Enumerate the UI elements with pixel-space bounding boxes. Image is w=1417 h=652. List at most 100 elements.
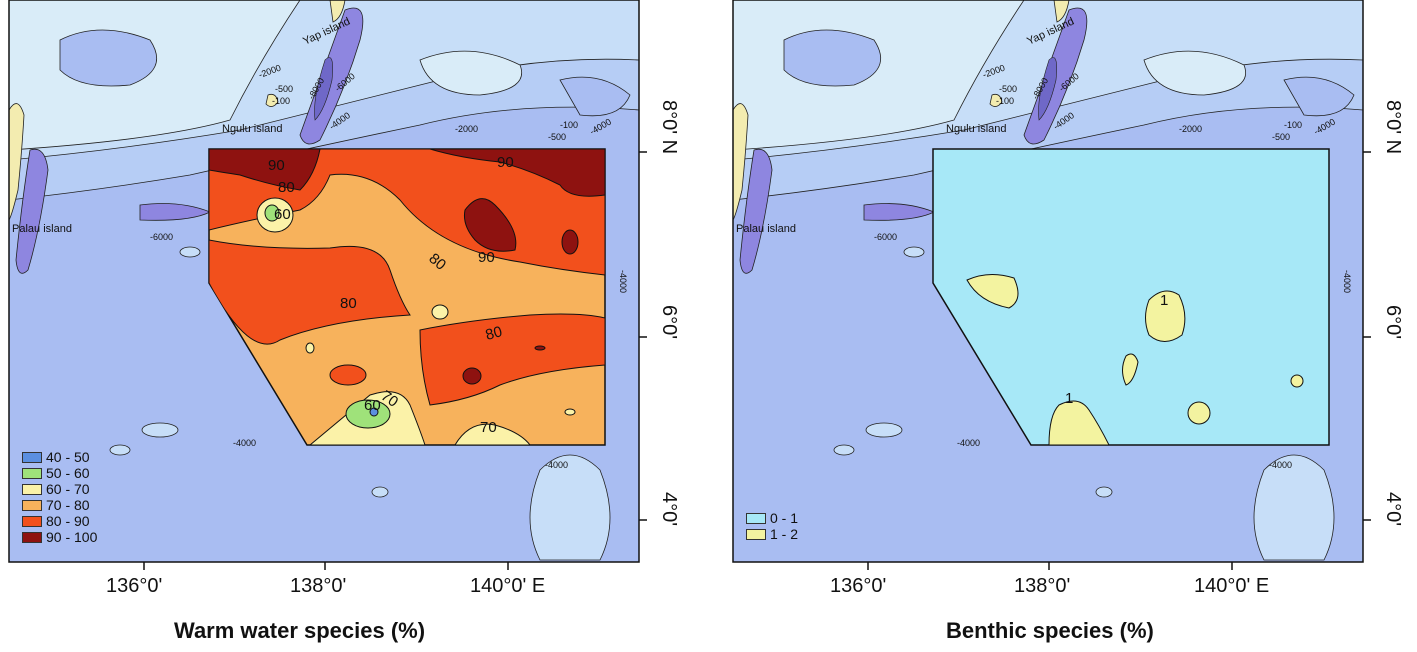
- panel-benthic: Yap island Ngulu island Palau island -20…: [724, 0, 1417, 652]
- yap-trench-deep: [1038, 57, 1057, 121]
- contour-label: 80: [484, 323, 505, 344]
- contour-label: 1: [1160, 292, 1168, 309]
- ngulu-island-land: [265, 93, 279, 107]
- place-label-palau: Palau island: [736, 223, 796, 235]
- legend-warm-water: 40 - 50 50 - 60 60 - 70 70 - 80 80 - 90 …: [22, 449, 97, 545]
- seamount: [865, 422, 903, 438]
- bathymetry-patch: [1143, 50, 1246, 96]
- contour-label: 60: [274, 206, 291, 223]
- legend-label: 40 - 50: [46, 449, 90, 465]
- legend-item: 70 - 80: [22, 497, 97, 513]
- depth-label: -6000: [150, 232, 173, 242]
- y-tick-label: 8°0' N: [1382, 100, 1404, 155]
- panel-warm-water: Yap island Ngulu island Palau island -20…: [0, 0, 700, 652]
- contour-label: 90: [268, 157, 285, 174]
- contour-label: 90: [478, 249, 495, 266]
- legend-benthic: 0 - 1 1 - 2: [746, 510, 798, 542]
- warm-water-contour-area: 90 80 60 90 80 90 80 80 70 60 70: [208, 148, 606, 446]
- benthic-contour-area: 1 1: [932, 148, 1330, 446]
- legend-swatch: [22, 451, 42, 463]
- legend-item: 80 - 90: [22, 513, 97, 529]
- panel-caption: Benthic species (%): [946, 618, 1154, 643]
- depth-label: -2000: [1179, 124, 1202, 134]
- bathymetry-patch: [783, 29, 882, 87]
- seamount: [903, 246, 925, 258]
- x-tick-label: 140°0' E: [470, 575, 546, 597]
- depth-label: -4000: [233, 438, 256, 448]
- y-tick-label: 4°0': [658, 492, 680, 527]
- y-tick-label: 6°0': [658, 305, 680, 340]
- legend-item: 90 - 100: [22, 529, 97, 545]
- palau-trench: [15, 148, 49, 274]
- legend-item: 1 - 2: [746, 526, 798, 542]
- legend-label: 90 - 100: [46, 529, 98, 545]
- x-tick-label: 138°0': [290, 575, 347, 597]
- contour-label: 60: [364, 397, 381, 414]
- depth-label: -4000: [618, 270, 628, 293]
- seamount: [371, 486, 389, 498]
- depth-label: -100: [1284, 120, 1302, 130]
- depth-label: -500: [548, 132, 566, 142]
- bathymetry-patch: [419, 50, 522, 96]
- legend-swatch: [22, 467, 42, 479]
- bathymetry-patch: [559, 76, 631, 117]
- bathymetry-patch: [1283, 76, 1355, 117]
- seamount: [833, 444, 855, 456]
- palau-trench: [739, 148, 773, 274]
- depth-label: -4000: [957, 438, 980, 448]
- place-label-ngulu: Ngulu island: [222, 123, 283, 135]
- shelf-band: [1253, 454, 1335, 561]
- legend-swatch: [746, 528, 766, 540]
- seamount: [179, 246, 201, 258]
- legend-item: 60 - 70: [22, 481, 97, 497]
- depth-label: -100: [560, 120, 578, 130]
- depth-label: -4000: [545, 460, 568, 470]
- map-frame: [8, 0, 640, 563]
- yap-trench-deep: [314, 57, 333, 121]
- legend-label: 80 - 90: [46, 513, 90, 529]
- map-benthic: Yap island Ngulu island Palau island -20…: [732, 0, 1371, 570]
- panel-caption: Warm water species (%): [174, 618, 426, 643]
- y-tick-label: 8°0' N: [658, 100, 680, 155]
- contour-label: 70: [480, 419, 497, 436]
- depth-label: -500: [1272, 132, 1290, 142]
- place-label-ngulu: Ngulu island: [946, 123, 1007, 135]
- contour-label: 80: [340, 295, 357, 312]
- place-label-palau: Palau island: [12, 223, 72, 235]
- x-tick-label: 136°0': [106, 575, 163, 597]
- depth-label: -100: [996, 96, 1014, 106]
- legend-item: 50 - 60: [22, 465, 97, 481]
- depth-label: -500: [999, 84, 1017, 94]
- legend-swatch: [22, 483, 42, 495]
- legend-swatch: [22, 499, 42, 511]
- depth-label: -4000: [1342, 270, 1352, 293]
- seamount: [141, 422, 179, 438]
- y-tick-label: 4°0': [1382, 492, 1404, 527]
- x-tick-label: 136°0': [830, 575, 887, 597]
- contour-label: 1: [1065, 390, 1073, 407]
- ngulu-island-land: [989, 93, 1003, 107]
- x-tick-label: 140°0' E: [1194, 575, 1270, 597]
- legend-item: 0 - 1: [746, 510, 798, 526]
- depth-label: -500: [275, 84, 293, 94]
- y-tick-label: 6°0': [1382, 305, 1404, 340]
- map-warm-water: Yap island Ngulu island Palau island -20…: [8, 0, 647, 570]
- legend-label: 1 - 2: [770, 526, 799, 542]
- depth-label: -4000: [1269, 460, 1292, 470]
- shelf-band: [529, 454, 611, 561]
- contour-label: 70: [378, 387, 401, 410]
- depth-label: -100: [272, 96, 290, 106]
- contour-label: 90: [497, 154, 514, 171]
- x-tick-label: 138°0': [1014, 575, 1071, 597]
- legend-label: 70 - 80: [46, 497, 90, 513]
- palau-island-land: [733, 103, 749, 221]
- seamount: [1095, 486, 1113, 498]
- legend-swatch: [22, 531, 42, 543]
- legend-label: 60 - 70: [46, 481, 90, 497]
- palau-island-land: [9, 103, 25, 221]
- map-frame: [732, 0, 1364, 563]
- legend-swatch: [746, 512, 766, 524]
- depth-label: -2000: [455, 124, 478, 134]
- bathymetry-patch: [59, 29, 158, 87]
- depth-label: -6000: [874, 232, 897, 242]
